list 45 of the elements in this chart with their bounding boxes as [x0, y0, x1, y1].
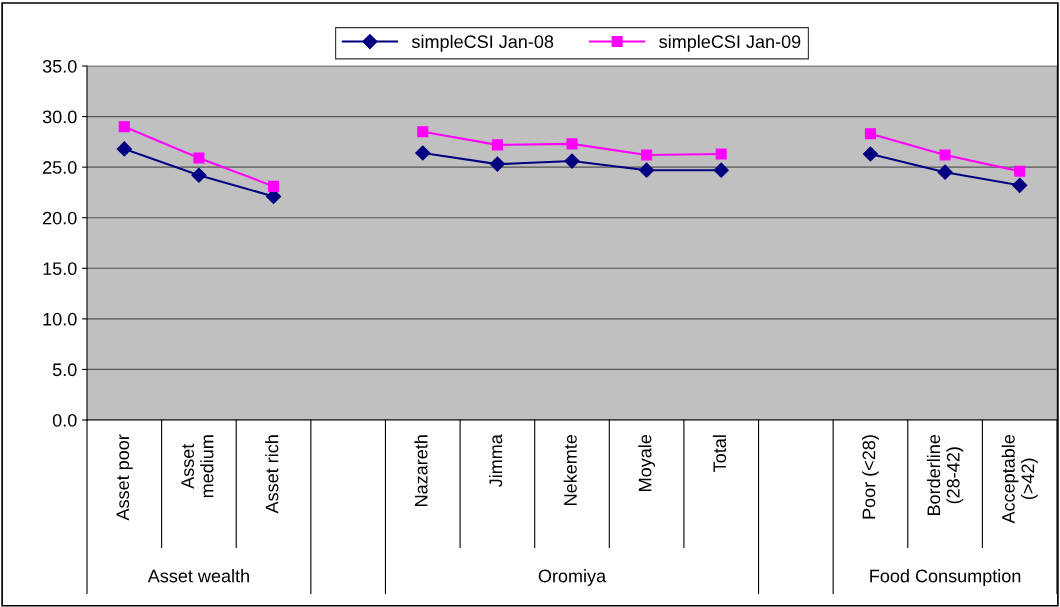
- text: Food Consumption: [870, 569, 1021, 586]
- point: [937, 164, 953, 180]
- point: [713, 162, 729, 178]
- point: [862, 146, 879, 162]
- point: [267, 180, 280, 192]
- x-tick-label: Asset medium: [181, 435, 214, 498]
- y-tick-label: 30.0: [42, 110, 77, 124]
- point: [564, 153, 580, 169]
- x-tick-label: Borderline (28-42): [926, 434, 964, 515]
- legend-label: simpleCSI Jan-09: [659, 34, 801, 52]
- point: [1014, 165, 1026, 177]
- text: Asset wealth: [147, 569, 249, 583]
- point: [639, 162, 655, 178]
- x-tick-label: Asset poor: [116, 434, 133, 521]
- x-tick-label: Total: [712, 435, 727, 472]
- point: [864, 128, 877, 140]
- y-tick-label: 15.0: [43, 262, 77, 276]
- point: [116, 141, 132, 157]
- y-tick-label: 20.0: [43, 211, 77, 225]
- point: [715, 148, 727, 160]
- point: [641, 149, 653, 161]
- point: [566, 138, 578, 150]
- point: [491, 139, 503, 151]
- point: [191, 167, 207, 183]
- point: [939, 149, 951, 161]
- point: [193, 152, 205, 164]
- y-tick-label: 5.0: [52, 363, 77, 377]
- y-tick-label: 10.0: [43, 312, 77, 326]
- x-tick-label: Nazareth: [414, 435, 428, 506]
- y-tick-label: 0.0: [52, 413, 77, 427]
- text: Oromiya: [538, 569, 607, 586]
- y-tick-label: 25.0: [43, 161, 77, 174]
- point: [415, 145, 431, 161]
- point: [417, 126, 429, 138]
- point: [1012, 177, 1028, 193]
- legend-label: simpleCSI Jan-08: [411, 34, 554, 52]
- y-tick-label: 35.0: [42, 59, 77, 73]
- point: [118, 121, 130, 133]
- point: [489, 156, 505, 172]
- x-tick-label: Moyale: [638, 434, 656, 491]
- x-tick-label: Nekemte: [563, 434, 577, 505]
- x-tick-label: Poor (<28): [862, 435, 879, 519]
- x-tick-label: Jimma: [488, 434, 503, 488]
- x-tick-label: Acceptable (>42): [1001, 434, 1038, 524]
- x-tick-label: Asset rich: [265, 435, 279, 514]
